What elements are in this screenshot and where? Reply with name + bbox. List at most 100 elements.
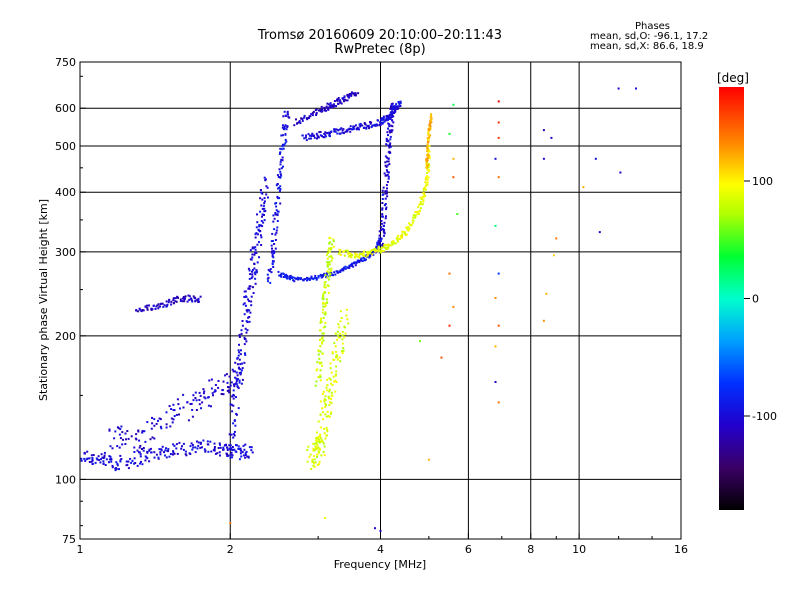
trace-point bbox=[317, 353, 320, 356]
trace-point bbox=[326, 301, 329, 304]
trace-point bbox=[325, 273, 328, 276]
trace-point bbox=[261, 192, 264, 195]
trace-point bbox=[243, 296, 246, 298]
trace-point bbox=[248, 287, 251, 290]
trace-point bbox=[312, 278, 315, 281]
trace-point bbox=[284, 124, 287, 127]
trace-point bbox=[194, 297, 197, 300]
trace-point bbox=[235, 396, 237, 399]
trace-point bbox=[250, 304, 253, 307]
trace-point bbox=[190, 442, 193, 445]
trace-point bbox=[341, 131, 344, 134]
trace-point bbox=[319, 413, 322, 416]
trace-point bbox=[382, 230, 385, 233]
trace-point bbox=[320, 276, 323, 279]
trace-point bbox=[427, 128, 430, 131]
trace-point bbox=[414, 211, 417, 214]
trace-point bbox=[116, 464, 119, 467]
trace-point bbox=[327, 395, 330, 398]
trace-point bbox=[324, 311, 327, 314]
trace-point bbox=[350, 92, 353, 95]
chart-subtitle: RwPretec (8p) bbox=[334, 42, 426, 57]
trace-point bbox=[240, 369, 243, 372]
trace-point bbox=[382, 121, 385, 124]
trace-point bbox=[197, 299, 200, 302]
trace-point bbox=[155, 422, 158, 425]
trace-point bbox=[320, 454, 323, 457]
trace-point bbox=[343, 325, 346, 328]
trace-point bbox=[252, 292, 255, 294]
trace-point bbox=[190, 299, 193, 302]
trace-point bbox=[396, 236, 399, 239]
trace-point bbox=[146, 308, 149, 311]
trace-point bbox=[141, 309, 144, 311]
trace-point bbox=[344, 249, 347, 252]
trace-point bbox=[172, 450, 175, 453]
trace-point bbox=[327, 291, 330, 294]
trace-point bbox=[239, 363, 242, 366]
trace-point bbox=[103, 456, 106, 459]
trace-point bbox=[328, 106, 330, 109]
trace-point bbox=[244, 353, 247, 356]
trace-point bbox=[245, 450, 248, 453]
y-tick-label: 300 bbox=[55, 246, 76, 259]
trace-point bbox=[348, 127, 351, 130]
trace-point bbox=[84, 459, 87, 462]
trace-point bbox=[237, 445, 240, 448]
trace-point bbox=[259, 189, 262, 191]
trace-point bbox=[425, 176, 427, 179]
trace-point bbox=[290, 275, 293, 278]
trace-point bbox=[426, 178, 429, 181]
trace-point bbox=[160, 448, 163, 451]
trace-point bbox=[236, 357, 239, 359]
trace-point bbox=[383, 243, 386, 246]
trace-point bbox=[424, 181, 427, 184]
trace-point bbox=[151, 416, 153, 419]
trace-point bbox=[348, 252, 351, 255]
trace-point bbox=[388, 116, 391, 119]
trace-point bbox=[338, 326, 341, 329]
trace-point bbox=[317, 440, 320, 443]
trace-point bbox=[111, 447, 114, 450]
trace-point bbox=[339, 251, 341, 254]
trace-point bbox=[178, 413, 180, 416]
scatter-point bbox=[594, 157, 597, 160]
trace-point bbox=[337, 102, 340, 105]
trace-point bbox=[372, 248, 375, 251]
trace-point bbox=[385, 143, 388, 146]
trace-point bbox=[335, 128, 337, 131]
trace-point bbox=[153, 424, 156, 427]
trace-point bbox=[426, 156, 429, 159]
trace-point bbox=[359, 122, 362, 125]
trace-point bbox=[306, 460, 309, 463]
trace-point bbox=[329, 270, 332, 272]
trace-point bbox=[379, 240, 382, 242]
trace-point bbox=[308, 117, 310, 119]
trace-point bbox=[381, 242, 384, 245]
trace-point bbox=[160, 427, 163, 430]
trace-point bbox=[80, 459, 83, 462]
trace-point bbox=[184, 453, 187, 456]
trace-point bbox=[381, 250, 383, 252]
trace-point bbox=[278, 190, 281, 192]
trace-point bbox=[184, 297, 186, 300]
trace-point bbox=[201, 401, 204, 404]
trace-point bbox=[235, 380, 238, 383]
trace-point bbox=[390, 129, 392, 132]
trace-point bbox=[182, 296, 185, 298]
colorbar-tick-label: -100 bbox=[752, 410, 777, 423]
scatter-point bbox=[452, 176, 455, 179]
trace-point bbox=[245, 296, 248, 299]
trace-point bbox=[381, 202, 384, 204]
trace-point bbox=[228, 433, 231, 436]
trace-point bbox=[248, 269, 251, 272]
trace-point bbox=[375, 249, 378, 252]
trace-point bbox=[321, 274, 324, 277]
trace-point bbox=[316, 361, 319, 364]
trace-point bbox=[159, 453, 162, 456]
trace-point bbox=[156, 304, 159, 307]
trace-point bbox=[327, 103, 330, 106]
trace-point bbox=[328, 377, 331, 380]
trace-point bbox=[232, 436, 235, 439]
trace-point bbox=[197, 300, 200, 303]
